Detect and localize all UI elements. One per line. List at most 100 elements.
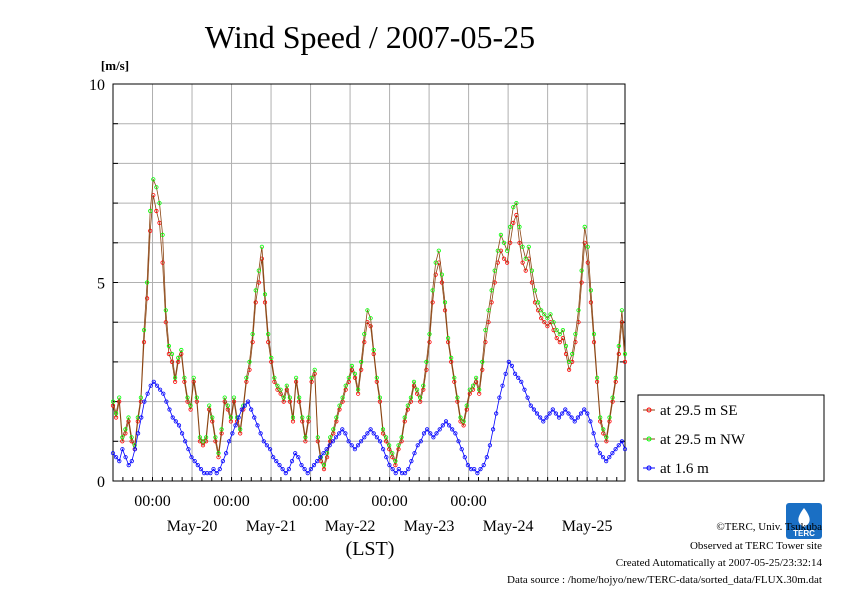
data-point [613,375,618,380]
data-point [230,431,235,436]
data-point [163,308,168,313]
data-point [197,435,202,440]
data-point [114,411,119,416]
data-point [514,201,519,206]
data-point [563,343,569,349]
data-point [439,280,444,285]
data-point [216,455,221,460]
data-point [346,375,351,380]
data-point [585,411,590,416]
data-point [358,439,364,444]
data-point [262,292,268,297]
data-point [396,447,401,452]
data-point [428,431,433,436]
data-point [117,395,122,400]
data-point [486,308,491,313]
data-point [266,331,271,337]
data-point [501,256,507,261]
data-point [123,427,128,432]
data-point [289,458,295,464]
data-point [242,403,247,408]
data-point [340,427,345,432]
data-point [352,375,358,380]
data-point [495,248,500,253]
data-point [164,399,169,404]
data-point [384,455,389,460]
data-point [244,375,249,380]
data-point [343,387,348,392]
data-point [380,447,386,452]
data-point [538,415,543,420]
data-point [256,268,261,273]
data-point [180,431,185,436]
data-point [151,379,156,384]
x-date-label: May-24 [483,518,534,535]
data-point [616,343,621,349]
data-point [343,383,348,388]
data-point [563,407,568,412]
data-point [145,280,150,285]
series-2 [110,177,628,468]
data-point [359,367,364,372]
data-point [250,339,255,345]
data-point [551,320,556,325]
logo-text: TERC [793,529,815,538]
legend-box [637,394,825,482]
data-point [427,331,432,337]
data-point [280,466,285,472]
data-point [542,312,547,317]
data-point [284,383,289,388]
data-point [330,439,335,444]
data-point [424,427,430,432]
data-point [192,458,197,464]
data-point [472,466,477,472]
data-point [440,423,445,428]
data-point [594,443,599,448]
data-point [274,458,279,464]
data-point [368,427,373,432]
data-point [480,367,485,372]
data-point [436,248,441,253]
data-point [318,455,323,460]
data-point [217,466,222,472]
data-point [290,415,296,420]
data-point [213,435,218,440]
data-point [619,320,625,325]
data-point [582,240,587,245]
data-point [312,367,317,372]
data-point [224,451,229,456]
x-time-label: 00:00 [134,493,170,510]
data-point [424,367,429,372]
terc-logo: TERC [786,503,822,539]
legend-swatch-marker [646,436,652,442]
data-point [481,462,486,468]
data-point [492,268,497,273]
data-point [349,363,354,368]
data-point [520,260,525,265]
series-3 [110,359,628,476]
data-point [430,288,435,293]
data-point [516,375,521,380]
data-point [300,415,305,420]
data-point [368,324,373,329]
data-point [261,439,266,444]
data-point [405,403,410,408]
data-point [453,431,458,436]
data-point [483,339,488,345]
data-point [541,419,546,424]
data-point [506,359,511,364]
data-point [449,355,454,360]
data-point [408,395,413,400]
data-point [299,462,304,468]
data-point [293,451,298,456]
data-point [498,232,503,237]
data-point [523,256,528,261]
data-point [597,451,603,456]
data-point [374,435,379,440]
data-point [494,411,499,416]
data-point [550,407,555,412]
data-point [186,447,191,452]
data-point [459,447,464,452]
data-point [129,458,134,464]
data-point [284,387,289,392]
